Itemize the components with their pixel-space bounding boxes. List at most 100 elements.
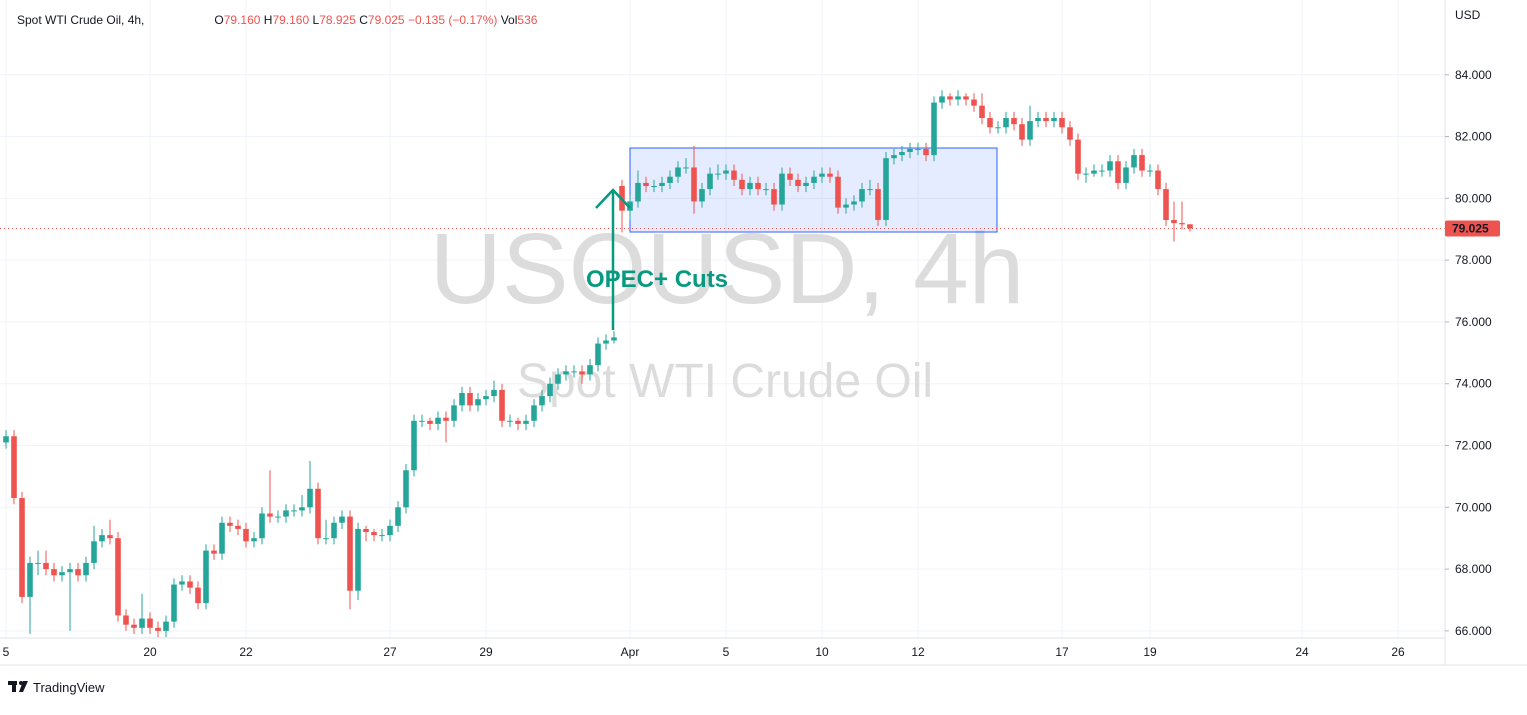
candle-body [379,535,385,537]
y-tick-label: 74.000 [1455,377,1492,391]
candle-body [187,581,193,588]
candle-body [883,158,889,220]
candle-body [83,562,89,576]
x-tick-label: 29 [479,645,493,659]
candle-body [227,522,233,526]
candle-body [811,176,817,183]
ohlc-key: H [264,13,273,27]
candle-body [995,127,1001,129]
candle-body [691,167,697,202]
candle-body [243,528,249,542]
candle-body [3,436,9,443]
candle-body [1051,118,1057,122]
annotation-arrow [595,188,631,330]
candle-body [43,562,49,570]
candle-body [947,96,953,100]
candle-body [259,513,265,539]
candle-body [779,173,785,205]
candle-body [1019,124,1025,140]
ohlc-key: O [214,13,223,27]
candle-body [283,510,289,517]
candle-body [755,182,761,190]
candle-body [1083,173,1089,175]
ohlc-value: 79.160 [224,13,261,27]
candle-body [1027,121,1033,140]
change-percent: (−0.17%) [448,13,497,27]
candle-body [219,522,225,554]
candle-body [1003,118,1009,128]
candle-body [443,417,449,421]
candle-body [635,182,641,202]
candle-body [139,618,145,628]
candle-body [163,621,169,631]
candle-body [563,371,569,375]
candle-body [115,538,121,616]
candle-body [683,167,689,169]
candle-body [1075,139,1081,174]
x-tick-label: 20 [143,645,157,659]
candle-body [395,507,401,526]
candle-body [787,173,793,180]
candle-body [195,587,201,604]
candle-body [763,189,769,191]
candle-body [1099,170,1105,172]
candle-body [1115,161,1121,183]
y-tick-label: 76.000 [1455,315,1492,329]
candle-body [347,516,353,591]
change: −0.135 [408,13,445,27]
candle-body [971,99,977,106]
candle-body [587,365,593,375]
candle-body [459,392,465,406]
candle-body [499,389,505,421]
watermark-subtitle: Spot WTI Crude Oil [517,355,933,408]
candle-body [507,420,513,422]
candle-body [699,189,705,202]
candle-body [627,201,633,211]
candle-body [955,96,961,100]
candle-body [731,170,737,180]
candle-body [979,105,985,119]
candle-body [291,510,297,512]
x-tick-label: 26 [1391,645,1405,659]
candle-body [19,498,25,597]
candle-body [827,173,833,177]
candle-body [275,516,281,518]
y-tick-label: 70.000 [1455,500,1492,514]
candle-body [51,569,57,576]
candle-body [67,569,73,573]
x-tick-label: 24 [1295,645,1309,659]
candle-body [363,528,369,533]
candle-body [931,102,937,156]
candle-body [651,185,657,187]
candle-body [1147,170,1153,172]
candle-body [355,528,361,591]
x-tick-label: 5 [723,645,730,659]
candle-body [915,148,921,150]
footer-brand: TradingView [33,680,105,695]
volume-key: Vol [501,13,518,27]
candle-body [923,148,929,156]
candle-body [667,176,673,183]
candle-body [891,155,897,159]
candle-body [835,176,841,208]
candle-body [467,392,473,406]
candle-body [419,420,425,422]
currency: USD [1455,8,1481,22]
y-tick-label: 84.000 [1455,68,1492,82]
x-tick-label: 19 [1143,645,1157,659]
candle-body [571,371,577,373]
candle-body [251,538,257,542]
candle-body [739,179,745,190]
candle-body [1011,118,1017,125]
candle-body [675,167,681,177]
candle-body [1107,161,1113,171]
x-tick-label: 27 [383,645,397,659]
candle-body [331,522,337,539]
candle-body [1163,189,1169,220]
candle-body [235,525,241,529]
candle-body [1187,224,1193,229]
candle-body [339,516,345,523]
candle-body [131,624,137,628]
ohlc-value: 79.160 [272,13,309,27]
